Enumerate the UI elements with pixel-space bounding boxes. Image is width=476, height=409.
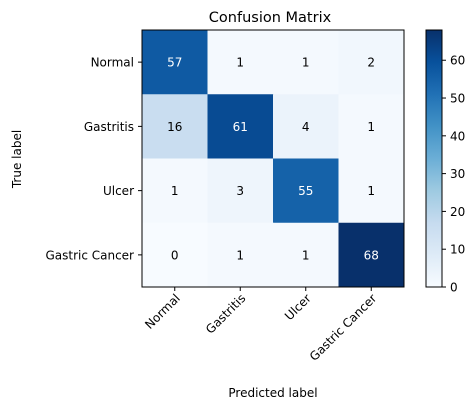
cell-value-label: 1 — [236, 248, 244, 262]
heatmap-cell — [273, 30, 339, 95]
heatmap-cell — [207, 30, 274, 95]
cell-value-label: 16 — [167, 120, 182, 134]
heatmap-cell — [142, 30, 208, 95]
heatmap-cell — [142, 222, 208, 288]
heatmap-cell — [273, 94, 339, 159]
x-tick-label: Ulcer — [282, 291, 314, 323]
y-tick-label: Ulcer — [103, 184, 134, 198]
colorbar-ticks: 0 10 20 30 40 50 60 — [442, 54, 465, 295]
x-tick-label: Normal — [142, 291, 183, 332]
y-axis-label: True label — [10, 130, 24, 189]
chart-title: Confusion Matrix — [209, 10, 332, 26]
x-tick-label: Gastritis — [203, 291, 248, 336]
cell-value-label: 68 — [364, 248, 379, 262]
heatmap-cell — [142, 94, 208, 159]
cell-value-label: 0 — [171, 248, 179, 262]
cell-value-label: 4 — [302, 120, 310, 134]
cell-value-label: 61 — [233, 120, 248, 134]
cell-value-label: 1 — [171, 184, 179, 198]
heatmap-cell — [338, 222, 405, 288]
cell-value-label: 1 — [236, 56, 244, 70]
cell-value-label: 57 — [167, 56, 182, 70]
heatmap-cell — [338, 30, 405, 95]
heatmap-cell — [207, 158, 274, 224]
cell-value-label: 55 — [298, 184, 313, 198]
colorbar-tick-label: 30 — [450, 167, 465, 181]
colorbar-tick-label: 40 — [450, 129, 465, 143]
cell-value-label: 1 — [302, 56, 310, 70]
y-axis-ticks: Normal Gastritis Ulcer Gastric Cancer — [45, 56, 142, 262]
heatmap-cell — [142, 158, 208, 224]
colorbar-tick-label: 0 — [450, 281, 458, 295]
heatmap-cell — [338, 158, 405, 224]
heatmap-cell — [338, 94, 405, 159]
cell-value-label: 3 — [236, 184, 244, 198]
cell-value-label: 1 — [367, 120, 375, 134]
cell-value-label: 1 — [367, 184, 375, 198]
y-tick-label: Gastric Cancer — [45, 248, 134, 262]
colorbar — [425, 29, 443, 288]
y-tick-label: Normal — [91, 56, 134, 70]
heatmap-cell — [273, 222, 339, 288]
colorbar-tick-label: 60 — [450, 54, 465, 68]
cell-value-label: 1 — [302, 248, 310, 262]
heatmap-cell — [207, 222, 274, 288]
colorbar-tick-label: 50 — [450, 92, 465, 106]
cell-value-label: 2 — [367, 56, 375, 70]
heatmap-cell-labels: 57 1 1 2 16 61 4 1 1 3 55 1 0 1 1 68 — [167, 56, 379, 263]
x-tick-label: Gastric Cancer — [307, 291, 380, 364]
x-axis-label: Predicted label — [228, 386, 317, 400]
y-tick-label: Gastritis — [84, 120, 134, 134]
heatmap-cell — [273, 158, 339, 224]
colorbar-tick-label: 10 — [450, 243, 465, 257]
heatmap-cell — [207, 94, 274, 159]
colorbar-tick-label: 20 — [450, 205, 465, 219]
plot-frame — [141, 29, 405, 288]
heatmap-cells — [142, 30, 405, 288]
